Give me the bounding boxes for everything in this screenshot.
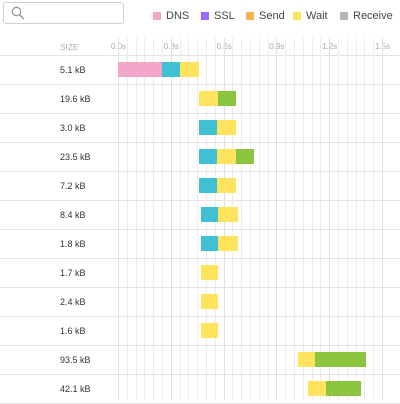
tick-label: 0.3s — [163, 42, 179, 51]
request-size: 1.7 kB — [60, 268, 86, 278]
timing-bar-connect[interactable] — [162, 62, 180, 77]
request-size: 5.1 kB — [60, 65, 86, 75]
request-row[interactable]: 7.2 kB — [0, 172, 400, 201]
timing-bar-connect[interactable] — [200, 236, 219, 251]
tick-label: 1.2s — [322, 42, 338, 51]
waterfall-track — [110, 85, 400, 113]
request-size: 93.5 kB — [60, 355, 91, 365]
request-size: 42.1 kB — [60, 384, 91, 394]
request-row[interactable]: 1.6 kB — [0, 317, 400, 346]
legend-label: Send — [259, 10, 285, 22]
timing-bar-connect[interactable] — [198, 120, 217, 135]
timing-bar-wait[interactable] — [200, 294, 219, 309]
request-size: 19.6 kB — [60, 94, 91, 104]
receive-swatch — [340, 12, 348, 20]
timing-bar-wait[interactable] — [216, 149, 236, 164]
legend-label: DNS — [166, 10, 190, 22]
tick-label: 0.9s — [269, 42, 285, 51]
waterfall-track — [110, 346, 400, 374]
timing-bar-receive[interactable] — [235, 149, 254, 164]
waterfall-track — [110, 230, 400, 258]
request-size: 7.2 kB — [60, 181, 86, 191]
legend-item-send[interactable]: Send — [246, 9, 285, 23]
timing-bar-wait[interactable] — [179, 62, 199, 77]
request-size: 2.4 kB — [60, 297, 86, 307]
timing-bar-wait[interactable] — [218, 236, 238, 251]
timing-bar-receive[interactable] — [218, 91, 236, 106]
ssl-swatch — [201, 12, 209, 20]
timing-bar-wait[interactable] — [216, 178, 236, 193]
request-size: 1.8 kB — [60, 239, 86, 249]
timing-bar-connect[interactable] — [198, 178, 217, 193]
request-size: 1.6 kB — [60, 326, 86, 336]
timing-bar-dns[interactable] — [118, 62, 162, 77]
request-row[interactable]: 2.4 kB — [0, 288, 400, 317]
waterfall-track — [110, 375, 400, 403]
waterfall-track — [110, 288, 400, 316]
legend-label: SSL — [214, 10, 235, 22]
request-size: 8.4 kB — [60, 210, 86, 220]
legend-label: Wait — [306, 10, 328, 22]
waterfall-track — [110, 172, 400, 200]
wait-swatch — [293, 12, 301, 20]
request-size: 23.5 kB — [60, 152, 91, 162]
request-row[interactable]: 93.5 kB — [0, 346, 400, 375]
timing-bar-wait[interactable] — [216, 120, 236, 135]
timing-bar-wait[interactable] — [200, 323, 219, 338]
request-row[interactable]: 23.5 kB — [0, 143, 400, 172]
waterfall-track — [110, 201, 400, 229]
tick-label: 0.0s — [111, 42, 127, 51]
tick-label: 0.6s — [216, 42, 232, 51]
send-swatch — [246, 12, 254, 20]
timing-bar-receive[interactable] — [315, 352, 367, 367]
legend-item-dns[interactable]: DNS — [153, 9, 189, 23]
timing-bar-wait[interactable] — [218, 207, 238, 222]
timing-bar-receive[interactable] — [325, 381, 361, 396]
timing-bar-wait[interactable] — [200, 265, 219, 280]
timing-bar-connect[interactable] — [198, 149, 217, 164]
dns-swatch — [153, 12, 161, 20]
legend-item-receive[interactable]: Receive — [340, 9, 393, 23]
toolbar: DNS SSL Send Wait Receive — [0, 0, 400, 28]
request-row[interactable]: 8.4 kB — [0, 201, 400, 230]
timeline-header: SIZE 0.0s 0.3s 0.6s 0.9s 1.2s 1.5s — [0, 38, 400, 56]
waterfall-track — [110, 317, 400, 345]
request-row[interactable]: 3.0 kB — [0, 114, 400, 143]
waterfall-track — [110, 56, 400, 84]
timing-bar-wait[interactable] — [308, 381, 326, 396]
search-icon — [11, 6, 25, 20]
timing-bar-connect[interactable] — [200, 207, 219, 222]
search-input[interactable] — [30, 5, 118, 21]
tick-label: 1.5s — [375, 42, 391, 51]
request-row[interactable]: 1.7 kB — [0, 259, 400, 288]
search-box[interactable] — [3, 2, 124, 24]
legend-item-ssl[interactable]: SSL — [201, 9, 235, 23]
waterfall-track — [110, 114, 400, 142]
waterfall-track — [110, 259, 400, 287]
request-row[interactable]: 1.8 kB — [0, 230, 400, 259]
timing-bar-wait[interactable] — [297, 352, 316, 367]
request-row[interactable]: 19.6 kB — [0, 85, 400, 114]
size-column-header[interactable]: SIZE — [60, 43, 79, 52]
legend-label: Receive — [353, 10, 393, 22]
legend-item-wait[interactable]: Wait — [293, 9, 328, 23]
request-row[interactable]: 5.1 kB — [0, 56, 400, 85]
request-size: 3.0 kB — [60, 123, 86, 133]
waterfall-track — [110, 143, 400, 171]
timing-bar-wait[interactable] — [198, 91, 219, 106]
